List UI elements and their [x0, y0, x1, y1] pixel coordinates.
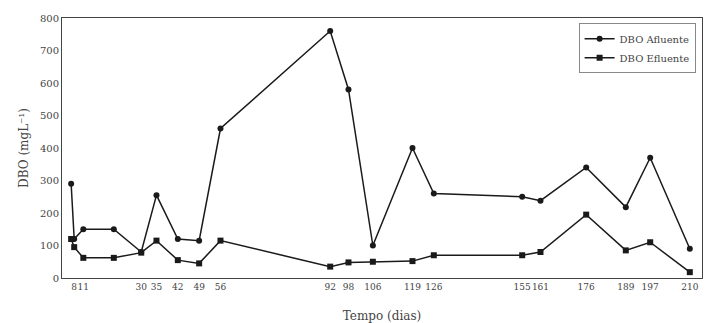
svg-text:126: 126 — [425, 282, 442, 292]
svg-text:400: 400 — [40, 143, 59, 154]
svg-text:35: 35 — [151, 282, 163, 292]
svg-text:42: 42 — [172, 282, 183, 292]
svg-text:11: 11 — [78, 282, 89, 292]
svg-text:500: 500 — [40, 110, 59, 121]
svg-text:DBO (mgL⁻¹): DBO (mgL⁻¹) — [17, 108, 31, 188]
svg-text:600: 600 — [40, 78, 59, 89]
svg-text:106: 106 — [364, 282, 381, 292]
svg-text:56: 56 — [215, 282, 227, 292]
svg-text:176: 176 — [578, 282, 595, 292]
svg-text:189: 189 — [617, 282, 634, 292]
svg-text:800: 800 — [40, 13, 59, 24]
svg-text:8: 8 — [71, 282, 77, 292]
svg-text:DBO Efluente: DBO Efluente — [620, 53, 690, 64]
svg-text:210: 210 — [681, 282, 698, 292]
svg-text:700: 700 — [40, 45, 59, 56]
svg-text:155: 155 — [514, 282, 531, 292]
svg-text:49: 49 — [193, 282, 205, 292]
svg-text:300: 300 — [40, 175, 59, 186]
svg-text:200: 200 — [40, 208, 59, 219]
svg-text:98: 98 — [343, 282, 355, 292]
svg-text:0: 0 — [53, 273, 59, 284]
svg-text:30: 30 — [136, 282, 148, 292]
svg-text:119: 119 — [404, 282, 421, 292]
svg-text:100: 100 — [40, 240, 59, 251]
svg-text:DBO Afluente: DBO Afluente — [620, 34, 689, 45]
svg-text:92: 92 — [324, 282, 335, 292]
svg-text:Tempo (dias): Tempo (dias) — [343, 309, 421, 323]
svg-text:197: 197 — [642, 282, 659, 292]
svg-text:161: 161 — [532, 282, 549, 292]
